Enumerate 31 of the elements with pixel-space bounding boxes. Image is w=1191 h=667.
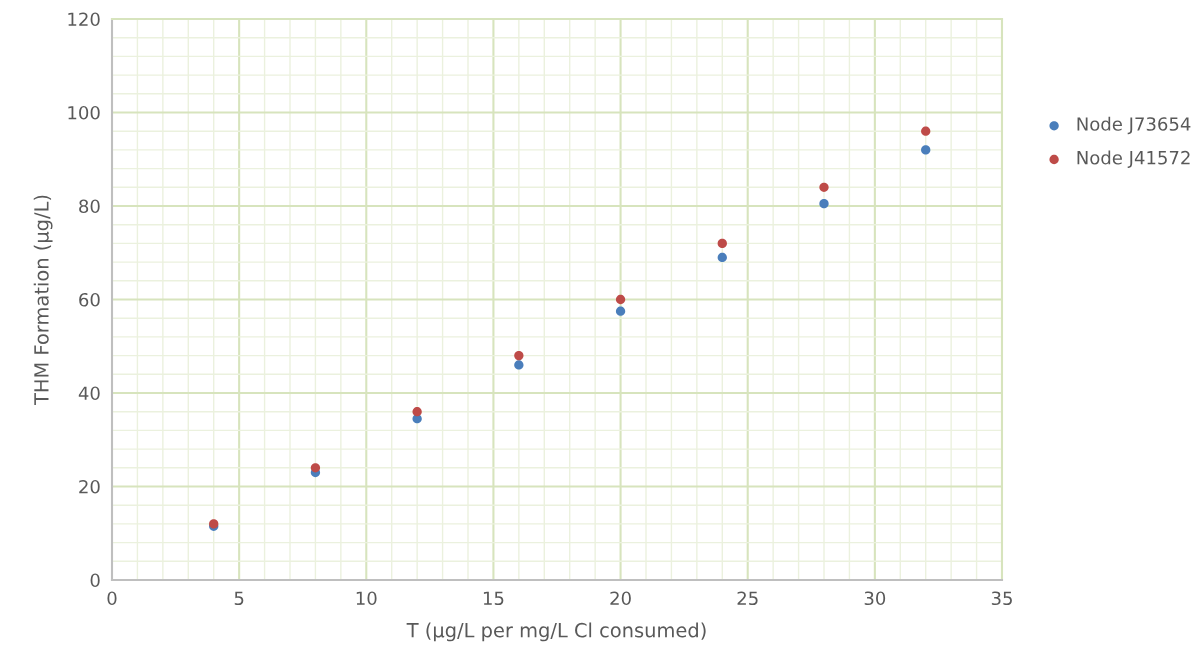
point	[615, 306, 626, 316]
x-tick-label: 35	[991, 591, 1012, 606]
point	[921, 145, 931, 155]
y-axis-title: THM Formation (µg/L)	[33, 195, 53, 406]
x-axis-title: T (µg/L per mg/L Cl consumed)	[406, 622, 706, 642]
point	[412, 407, 422, 417]
legend-label: Node J73654	[1077, 116, 1191, 135]
point	[717, 238, 727, 249]
x-tick-label: 30	[864, 591, 886, 606]
y-tick-label: 80	[79, 199, 100, 214]
y-tick-label: 40	[78, 386, 100, 401]
y-tick-label: 100	[68, 105, 100, 120]
y-tick-label: 60	[79, 292, 100, 307]
x-tick-label: 0	[107, 591, 117, 606]
x-tick-label: 25	[737, 591, 758, 606]
point	[615, 294, 626, 305]
point	[310, 463, 321, 473]
x-tick-label: 20	[610, 591, 631, 606]
point	[819, 182, 829, 192]
y-tick-label: 20	[79, 479, 100, 494]
y-tick-label: 120	[68, 12, 100, 27]
point	[717, 252, 727, 263]
legend-label: Node J41572	[1077, 150, 1190, 168]
y-tick-label: 0	[90, 573, 100, 588]
x-tick-label: 10	[356, 591, 377, 606]
point	[921, 126, 931, 136]
point	[819, 199, 829, 209]
point	[514, 350, 524, 361]
point	[514, 360, 524, 370]
x-tick-label: 15	[483, 591, 504, 606]
x-tick-label: 5	[234, 591, 244, 606]
